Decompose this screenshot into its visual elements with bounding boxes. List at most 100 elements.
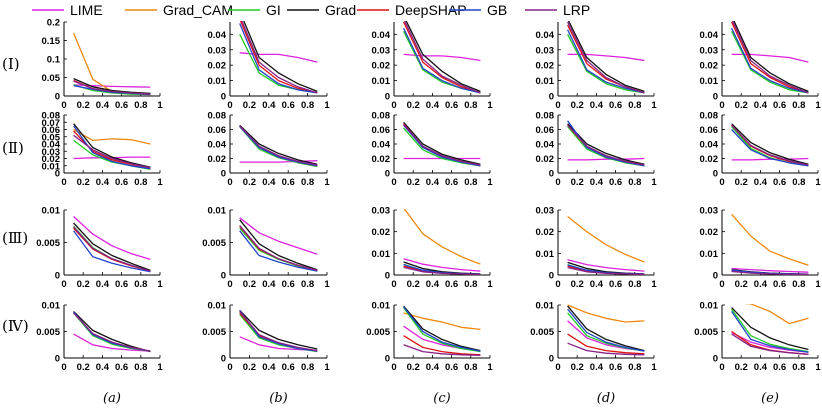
y-tick-label: 0.005 xyxy=(202,238,226,249)
series-line-grad xyxy=(403,121,481,165)
x-tick-label: 0.6 xyxy=(115,177,128,188)
y-tick-label: 0 xyxy=(55,271,60,282)
series-line-gi xyxy=(567,34,645,94)
y-tick-label: 0.03 xyxy=(42,147,61,158)
x-tick-label: 1 xyxy=(487,177,493,188)
y-tick-label: 0.08 xyxy=(208,111,227,122)
panel-r2-c3: 0 0.02 0.04 0.06 0.08 0 0.2 0.4 0.6 0.8 1 xyxy=(372,111,494,189)
row-labels: (Ⅰ) (Ⅱ) (Ⅲ) (Ⅳ) xyxy=(2,55,29,335)
x-tick-label: 0.6 xyxy=(282,177,295,188)
x-tick-label: 1 xyxy=(324,177,330,188)
x-tick-label: 0.4 xyxy=(754,362,768,373)
series-line-grad xyxy=(73,78,151,95)
x-tick-label: 0 xyxy=(719,100,724,111)
series-line-lrp xyxy=(403,266,481,275)
x-tick-label: 1 xyxy=(815,362,821,373)
x-tick-label: 1 xyxy=(157,177,163,188)
y-tick-label: 0.005 xyxy=(36,238,60,249)
series-line-gb xyxy=(567,308,645,352)
series-line-lrp xyxy=(567,124,645,166)
y-tick-label: 0.01 xyxy=(536,301,555,312)
legend-label-gb: GB xyxy=(487,2,507,18)
panel-r1-c5: 0 0.01 0.02 0.03 0.04 0 0.2 0.4 0.6 0.8 1 xyxy=(700,21,821,111)
x-tick-label: 0.2 xyxy=(571,177,584,188)
series-line-deepshap xyxy=(239,225,318,272)
y-tick-label: 0 xyxy=(549,92,554,103)
series-line-gb xyxy=(239,230,318,272)
column-labels: (a) (b) (c) (d) (e) xyxy=(103,391,779,406)
series-line-grad xyxy=(733,21,809,93)
y-tick-label: 0.05 xyxy=(42,132,61,143)
series-line-lrp xyxy=(239,310,318,352)
x-tick-label: 0 xyxy=(555,100,560,111)
series-line-deepshap xyxy=(403,21,481,94)
panel-r4-c5: 0 0.005 0.01 0 0.2 0.4 0.6 0.8 1 xyxy=(694,301,821,374)
panel-r3-c5: 0 0.01 0.02 0.03 0 0.2 0.4 0.6 0.8 1 xyxy=(700,206,822,291)
x-tick-label: 1 xyxy=(815,177,821,188)
series-line-lime xyxy=(239,217,318,255)
x-tick-label: 1 xyxy=(157,362,163,373)
series-line-lrp xyxy=(73,226,151,272)
x-tick-label: 0.6 xyxy=(115,100,128,111)
x-tick-label: 1 xyxy=(324,362,330,373)
y-tick-label: 0 xyxy=(55,92,60,103)
panel-r2-c5: 0 0.02 0.04 0.06 0.08 0 0.2 0.4 0.6 0.8 1 xyxy=(700,111,822,189)
x-tick-label: 0.6 xyxy=(445,177,458,188)
series-line-lrp xyxy=(567,342,645,356)
y-tick-label: 0 xyxy=(221,169,226,180)
y-tick-label: 0.01 xyxy=(536,249,555,260)
y-tick-label: 0.005 xyxy=(694,327,718,338)
series-line-gi xyxy=(73,312,151,352)
series-line-lrp xyxy=(239,225,318,272)
x-tick-label: 0.2 xyxy=(735,177,748,188)
y-tick-label: 0 xyxy=(713,354,718,365)
series-line-lrp xyxy=(403,21,481,94)
y-tick-label: 0.1 xyxy=(47,55,61,66)
x-tick-label: 0.8 xyxy=(628,177,641,188)
series-line-gb xyxy=(403,124,481,167)
series-line-gb xyxy=(403,306,481,352)
x-tick-label: 0.8 xyxy=(134,279,147,290)
y-tick-label: 0 xyxy=(55,354,60,365)
series-group xyxy=(731,304,809,355)
x-tick-label: 0.2 xyxy=(735,362,748,373)
series-line-lrp xyxy=(567,266,645,275)
series-line-lrp xyxy=(239,125,318,166)
x-tick-label: 0.2 xyxy=(77,279,90,290)
y-tick-label: 0.01 xyxy=(700,249,719,260)
series-group xyxy=(403,121,481,167)
y-tick-label: 0.03 xyxy=(372,206,391,217)
y-tick-label: 0 xyxy=(221,354,226,365)
series-line-grad xyxy=(731,307,809,351)
legend-label-grad-cam: Grad_CAM xyxy=(163,2,233,18)
y-tick-label: 0.04 xyxy=(536,30,555,41)
series-line-gb xyxy=(403,27,481,94)
x-tick-label: 0.6 xyxy=(282,279,295,290)
y-tick-label: 0.04 xyxy=(372,140,391,151)
series-line-lime xyxy=(567,320,645,352)
x-tick-label: 0.8 xyxy=(134,177,147,188)
x-tick-label: 0.2 xyxy=(571,362,584,373)
x-tick-label: 0.4 xyxy=(426,362,440,373)
series-line-gi xyxy=(731,308,809,353)
series-line-grad xyxy=(567,305,645,352)
series-group xyxy=(731,213,809,275)
y-tick-label: 0.03 xyxy=(536,206,555,217)
y-tick-label: 0.01 xyxy=(700,76,719,87)
y-tick-label: 0.01 xyxy=(208,206,227,217)
y-tick-label: 0.02 xyxy=(372,154,391,165)
x-tick-label: 1 xyxy=(157,279,163,290)
x-tick-label: 0.4 xyxy=(426,279,440,290)
series-group xyxy=(73,123,151,171)
x-tick-label: 0.4 xyxy=(262,177,276,188)
x-tick-label: 1 xyxy=(487,362,493,373)
series-line-gi xyxy=(239,126,318,168)
x-tick-label: 0.8 xyxy=(134,362,147,373)
series-group xyxy=(403,305,481,357)
y-tick-label: 0.01 xyxy=(42,161,61,172)
column-label-4: (d) xyxy=(597,391,615,406)
y-tick-label: 0.01 xyxy=(536,76,555,87)
x-tick-label: 0.6 xyxy=(609,279,622,290)
panel-r3-c2: 0 0.005 0.01 0 0.2 0.4 0.6 0.8 1 xyxy=(202,206,330,291)
series-group xyxy=(239,124,318,168)
